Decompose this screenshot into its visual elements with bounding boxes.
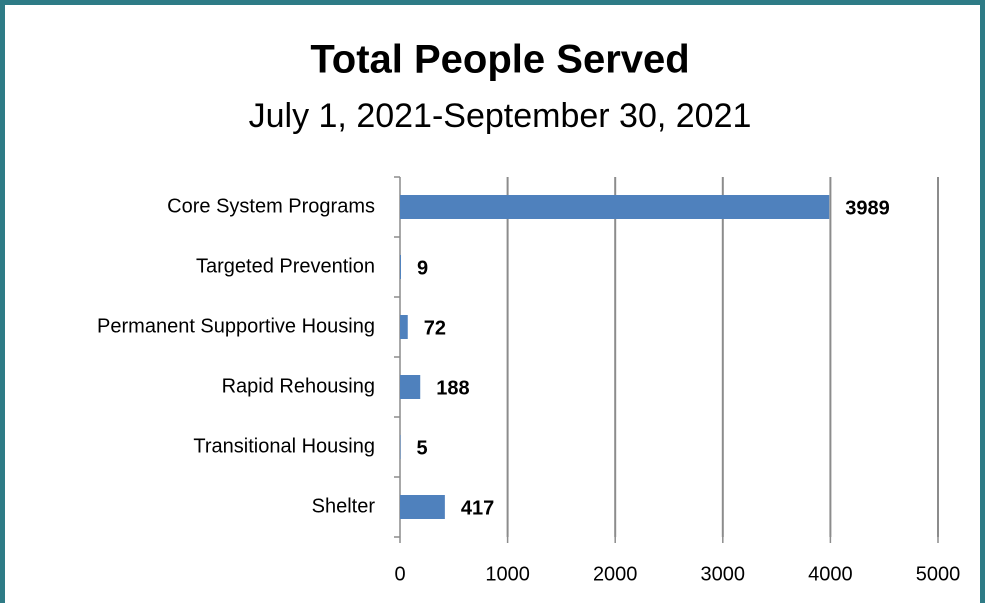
x-tick-label: 0	[394, 563, 405, 585]
y-tick-label: Targeted Prevention	[196, 255, 375, 277]
value-label: 188	[436, 377, 469, 399]
value-label: 9	[417, 257, 428, 279]
value-label: 72	[424, 317, 446, 339]
value-label: 417	[461, 497, 494, 519]
x-tick-label: 1000	[485, 563, 530, 585]
bar	[400, 375, 421, 399]
x-tick-label: 4000	[808, 563, 853, 585]
y-tick-label: Transitional Housing	[193, 435, 375, 457]
bar	[400, 195, 830, 219]
x-tick-label: 2000	[593, 563, 638, 585]
bar	[400, 495, 445, 519]
x-tick-label: 3000	[701, 563, 746, 585]
bar	[400, 255, 401, 279]
y-tick-label: Shelter	[312, 495, 376, 517]
y-tick-label: Rapid Rehousing	[222, 375, 375, 397]
chart-subtitle: July 1, 2021-September 30, 2021	[249, 97, 752, 135]
chart-title: Total People Served	[310, 38, 689, 82]
value-label: 3989	[845, 197, 890, 219]
x-tick-label: 5000	[916, 563, 961, 585]
y-tick-label: Core System Programs	[167, 195, 375, 217]
value-label: 5	[417, 437, 428, 459]
bar	[400, 315, 408, 339]
y-tick-label: Permanent Supportive Housing	[97, 315, 375, 337]
bar	[400, 435, 401, 459]
